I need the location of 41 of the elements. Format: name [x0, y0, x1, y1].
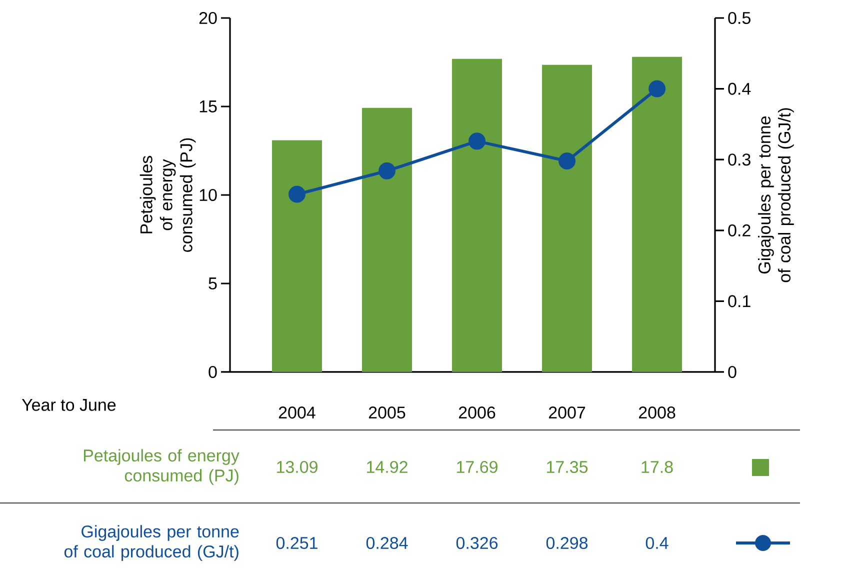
x-tick-label: 2006	[458, 406, 496, 419]
y2-axis-title: Gigajoules per tonne of coal produced (GJ/t)	[758, 108, 794, 282]
y-tick-label: 0	[208, 366, 217, 378]
data-label: 17.35	[547, 460, 588, 474]
bar	[542, 64, 592, 372]
y2-tick-label: 0.4	[728, 82, 751, 95]
y-axis-title: Petajoules of energy consumed (PJ)	[140, 138, 196, 252]
y-tick-label: 15	[200, 100, 217, 112]
data-label: 0.251	[276, 536, 318, 550]
y-tick-label: 5	[208, 278, 217, 290]
y2-tick-label: 0	[728, 366, 736, 378]
data-label: 0.326	[456, 536, 498, 550]
data-label: 13.09	[277, 460, 318, 474]
x-tick-label: 2008	[638, 406, 676, 419]
bar	[452, 58, 502, 372]
bar	[362, 108, 412, 372]
point	[288, 186, 306, 203]
data-label: 17.8	[642, 460, 673, 474]
y2-tick-label: 0.2	[728, 224, 750, 236]
x-tick-label: 2004	[278, 406, 316, 419]
data-label: 0.284	[366, 536, 408, 550]
y2-tick-label: 0.1	[728, 295, 750, 308]
x-axis-title: Year to June	[22, 399, 116, 411]
data-label: 14.92	[367, 460, 408, 474]
y-tick-label: 10	[200, 188, 217, 202]
bar	[632, 56, 682, 372]
y2-tick-label: 0.3	[728, 154, 750, 166]
point	[648, 80, 666, 98]
bar	[272, 140, 322, 372]
point	[558, 152, 576, 170]
x-tick-label: 2007	[548, 406, 586, 419]
y2-tick-label: 0.5	[728, 12, 750, 24]
text: Petajoules of energy consumed (PJ)	[84, 449, 240, 485]
y-tick-label: 20	[199, 12, 217, 24]
point	[468, 132, 486, 150]
point	[378, 162, 396, 180]
data-label: 0.298	[546, 536, 588, 550]
x-tick-label: 2005	[368, 406, 406, 419]
text: Gigajoules per tonne of coal produced (GJ/t)	[64, 525, 239, 561]
data-label: 17.69	[457, 460, 498, 474]
data-label: 0.4	[646, 536, 668, 550]
